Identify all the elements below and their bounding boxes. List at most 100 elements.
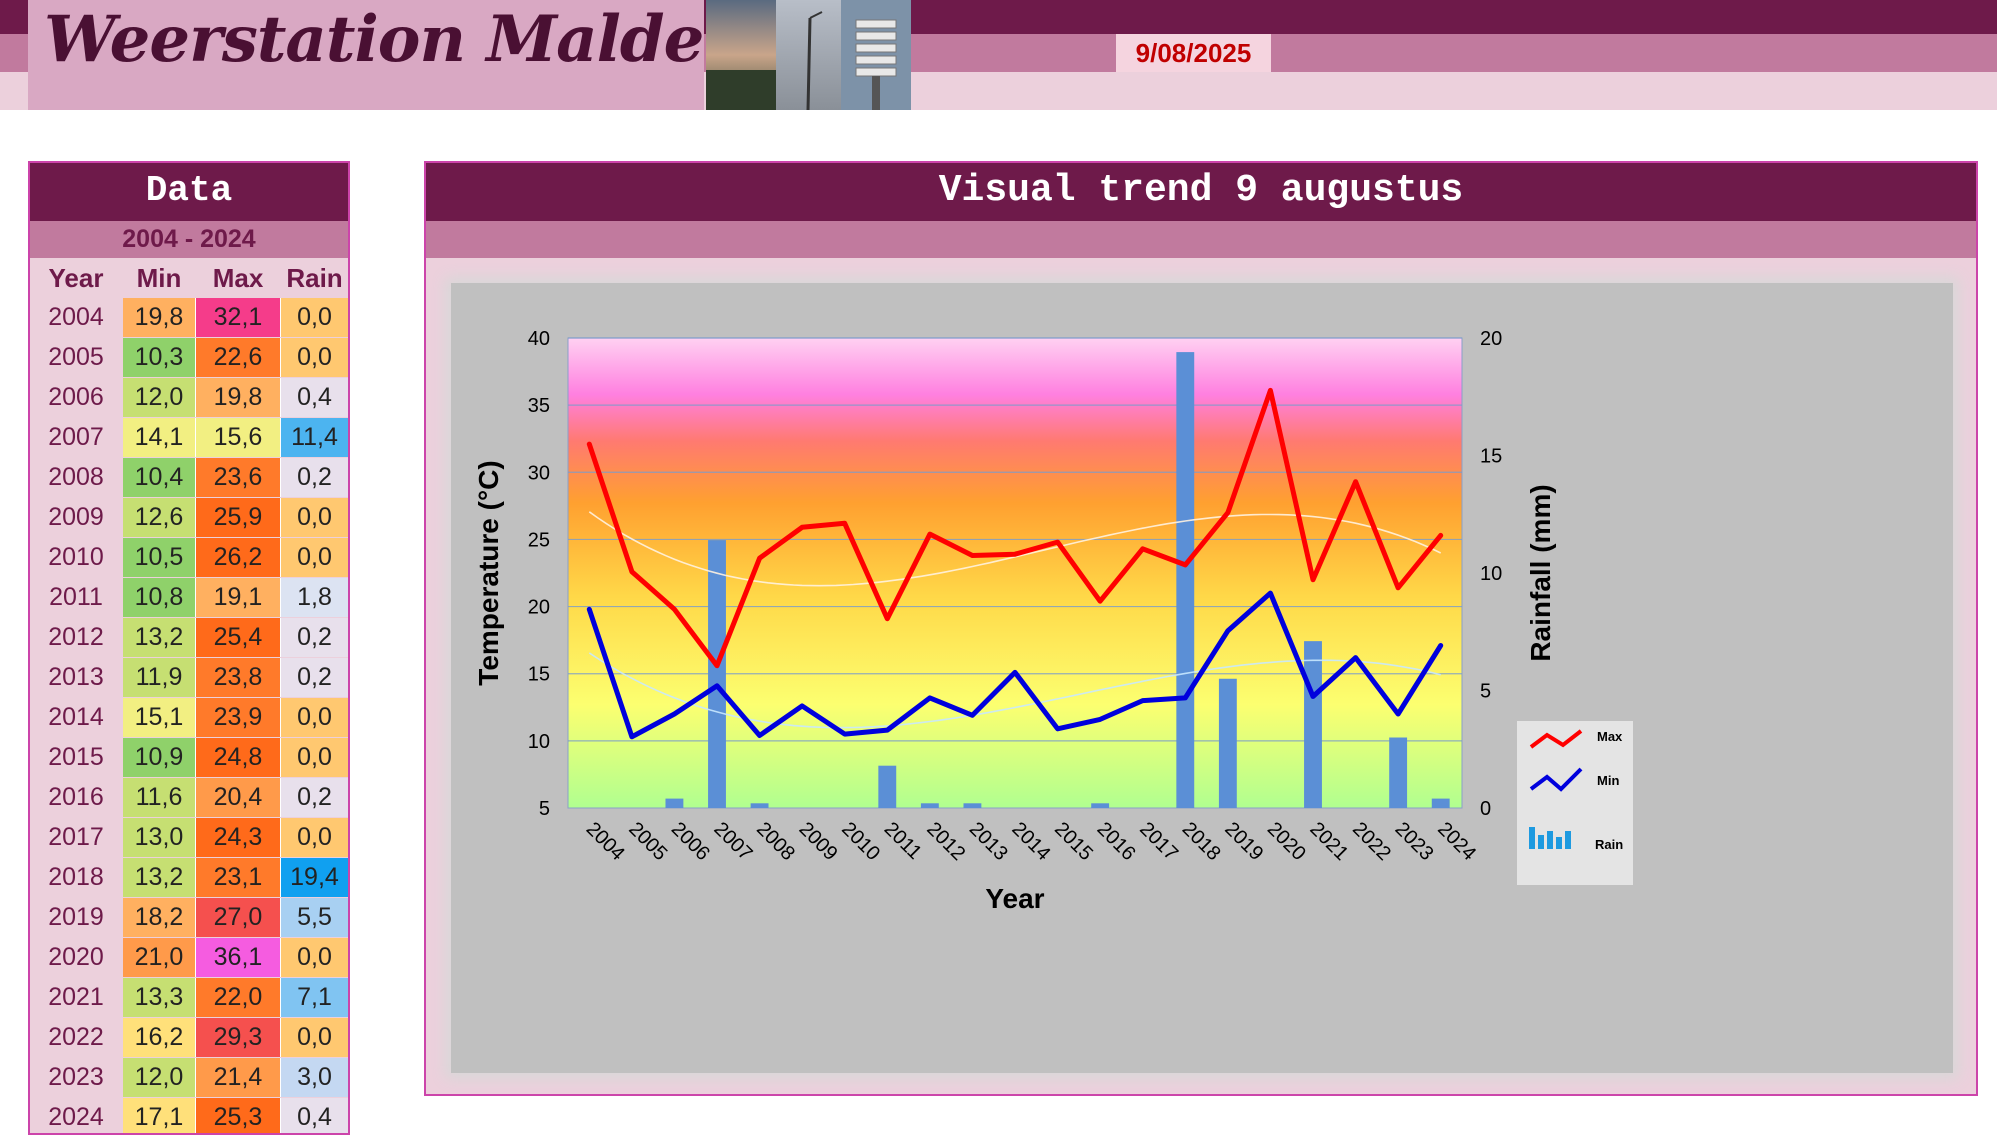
table-row: 2014 15,1 23,9 0,0 [30,698,348,738]
table-row: 2016 11,6 20,4 0,2 [30,778,348,818]
row-year: 2009 [30,498,122,537]
legend-rain-swatch [1556,837,1562,849]
legend-rain-swatch [1565,831,1571,849]
table-row: 2024 17,1 25,3 0,4 [30,1098,348,1133]
x-tick-label: 2016 [1093,818,1140,865]
row-min-temp: 17,1 [123,1098,196,1133]
legend-max-label: Max [1597,729,1623,744]
row-min-temp: 10,4 [123,458,196,497]
table-row: 2004 19,8 32,1 0,0 [30,298,348,338]
row-rain: 0,2 [281,778,348,817]
row-rain: 5,5 [281,898,348,937]
column-header-year: Year [48,263,104,293]
rain-bar [1218,678,1237,808]
row-year: 2020 [30,938,122,977]
row-min-temp: 13,2 [123,618,196,657]
row-max-temp: 23,9 [196,698,281,737]
series-line-max [586,387,1444,669]
row-rain: 3,0 [281,1058,348,1097]
current-date: 9/08/2025 [1116,34,1271,72]
row-max-temp: 36,1 [196,938,281,977]
row-min-temp: 19,8 [123,298,196,337]
row-min-temp: 10,9 [123,738,196,777]
rain-bar [665,798,684,808]
row-year: 2008 [30,458,122,497]
column-header-min: Min [136,263,182,293]
row-max-temp: 23,1 [196,858,281,897]
row-rain: 11,4 [281,418,348,457]
row-year: 2019 [30,898,122,937]
legend-rain-swatch [1529,827,1535,849]
row-max-temp: 22,6 [196,338,281,377]
rain-bar [1304,641,1322,808]
legend-min-swatch [1529,767,1583,792]
chart-title: Visual trend 9 augustus [426,163,1976,221]
x-tick-label: 2023 [1391,818,1438,865]
row-max-temp: 24,8 [196,738,281,777]
row-max-temp: 29,3 [196,1018,281,1057]
station-photo [706,0,911,110]
table-row: 2010 10,5 26,2 0,0 [30,538,348,578]
row-max-temp: 24,3 [196,818,281,857]
table-row: 2022 16,2 29,3 0,0 [30,1018,348,1058]
row-year: 2017 [30,818,122,857]
rain-bar [1176,352,1195,808]
plot-frame: 5 10 15 20 25 30 35 40 0 5 10 15 20 2004 2005 2006 2007 2… [451,283,1953,1073]
row-year: 2011 [30,578,122,617]
table-row: 2006 12,0 19,8 0,4 [30,378,348,418]
row-rain: 0,0 [281,538,348,577]
row-min-temp: 10,3 [123,338,196,377]
row-year: 2015 [30,738,122,777]
row-year: 2014 [30,698,122,737]
legend-rain-swatch [1538,835,1544,849]
y-axis-title: Temperature (°C) [473,460,504,685]
row-max-temp: 19,8 [196,378,281,417]
row-year: 2016 [30,778,122,817]
row-year: 2013 [30,658,122,697]
table-row: 2021 13,3 22,0 7,1 [30,978,348,1018]
row-rain: 7,1 [281,978,348,1017]
chart-panel: Visual trend 9 augustus 5 10 15 20 25 30 35 40 0… [424,161,1978,1096]
trend-chart: 5101520253035400510152020042005200620072… [473,328,1633,914]
y2-axis-title: Rainfall (mm) [1525,484,1556,661]
table-row: 2020 21,0 36,1 0,0 [30,938,348,978]
y-tick-label: 20 [528,597,550,619]
x-tick-label: 2008 [752,818,799,865]
legend-max-swatch [1529,729,1583,749]
row-min-temp: 12,6 [123,498,196,537]
row-rain: 0,0 [281,738,348,777]
x-tick-label: 2013 [965,818,1012,865]
title-box [28,0,704,110]
table-row: 2015 10,9 24,8 0,0 [30,738,348,778]
row-rain: 19,4 [281,858,348,897]
table-row: 2012 13,2 25,4 0,2 [30,618,348,658]
row-rain: 0,2 [281,658,348,697]
row-rain: 0,0 [281,298,348,337]
row-year: 2023 [30,1058,122,1097]
row-rain: 0,0 [281,1018,348,1057]
row-min-temp: 13,2 [123,858,196,897]
row-min-temp: 14,1 [123,418,196,457]
x-tick-label: 2020 [1263,818,1310,865]
row-rain: 0,4 [281,378,348,417]
y-tick-label: 30 [528,462,550,484]
y-tick-label: 25 [528,529,550,551]
rain-bar [920,803,939,808]
legend-min-label: Min [1597,773,1619,788]
x-tick-label: 2004 [582,818,629,865]
row-year: 2021 [30,978,122,1017]
row-max-temp: 15,6 [196,418,281,457]
row-rain: 0,2 [281,458,348,497]
row-min-temp: 18,2 [123,898,196,937]
x-tick-label: 2006 [667,818,714,865]
row-max-temp: 23,6 [196,458,281,497]
table-header: Year Min Max Rain [30,258,348,298]
data-range: 2004 - 2024 [30,221,348,258]
x-tick-label: 2005 [624,818,671,865]
row-year: 2010 [30,538,122,577]
x-tick-label: 2014 [1007,818,1054,865]
row-rain: 0,0 [281,338,348,377]
table-row: 2008 10,4 23,6 0,2 [30,458,348,498]
row-min-temp: 12,0 [123,378,196,417]
table-row: 2011 10,8 19,1 1,8 [30,578,348,618]
